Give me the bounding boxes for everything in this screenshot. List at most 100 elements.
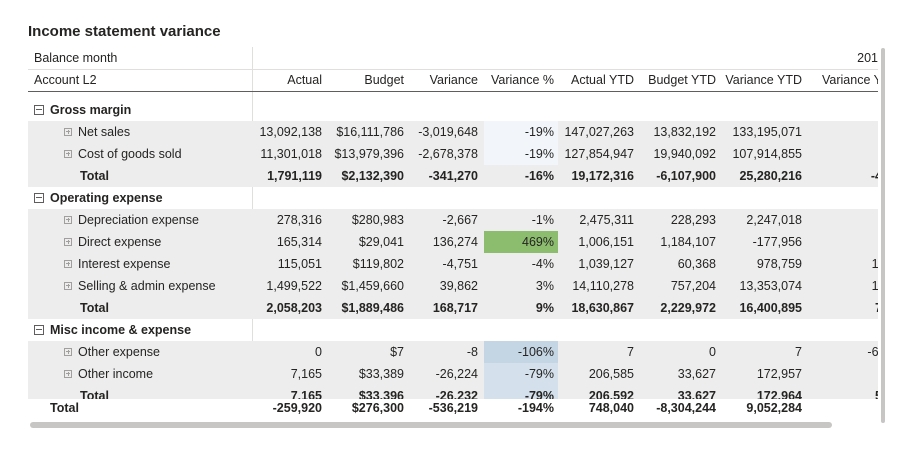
cell-budget-ytd: -6,107,900 [656,169,716,183]
column-header-budget-ytd[interactable]: Budget YTD [648,73,716,87]
column-header-variance-ytd-pct[interactable]: Variance Y [822,73,878,87]
row-label-text: Total [80,301,109,315]
collapse-icon[interactable] [34,192,44,203]
row-label-text: Interest expense [78,257,171,271]
cell-actual-ytd: 1,039,127 [578,257,634,271]
cell-variance-ytd: 16,400,895 [739,301,802,315]
row-label-text: Cost of goods sold [78,147,182,161]
cell-actual: 13,092,138 [259,125,322,139]
column-header-actual[interactable]: Actual [287,73,322,87]
horizontal-scrollbar[interactable] [30,422,832,428]
table-row: Interest expense 115,051 $119,802 -4,751 -4%… [28,253,878,275]
cell-variance [408,187,482,209]
expand-icon[interactable] [64,127,72,136]
cell-budget: $1,459,660 [341,279,404,293]
cell-variance-pct: -1% [531,213,554,227]
cell-variance-pct: -19% [484,121,558,143]
cell-variance [408,319,482,341]
cell-actual-ytd: 2,475,311 [579,213,634,227]
cell-variance: -4,751 [442,257,478,271]
cell-variance-ytd-pct: 7 [806,297,878,319]
cell-budget-ytd: 19,940,092 [653,147,716,161]
cell-budget-ytd: 13,832,192 [653,125,716,139]
column-header-variance-pct[interactable]: Variance % [491,73,554,87]
cell-variance-ytd: 13,353,074 [739,279,802,293]
table-row: Other expense 0 $7 -8 -106% 7 0 7 -6, [28,341,878,363]
cell-variance-ytd [720,99,806,121]
row-label: Total [80,165,109,187]
expand-icon[interactable] [64,369,72,378]
cell-budget [326,99,408,121]
cell-variance-ytd-pct: 1, [871,279,878,293]
cell-variance: -341,270 [428,169,478,183]
cell-variance-ytd: 133,195,071 [732,125,802,139]
cell-variance-ytd [720,319,806,341]
cell-variance: -8 [466,345,478,359]
cell-variance-ytd-pct [806,319,878,341]
cell-actual-ytd: 14,110,278 [572,279,634,293]
cell-actual-ytd: 1,006,151 [578,235,634,249]
header-row-balance-month: Balance month 201 [28,47,878,70]
cell-variance-pct: -106% [484,341,558,363]
row-label-text: Direct expense [78,235,162,249]
row-label-text: Gross margin [50,103,132,117]
matrix-table: Balance month 201 Account L2 Actual Budge… [28,47,878,419]
cell-variance-ytd: 107,914,855 [732,147,802,161]
group-row: Operating expense [28,187,878,209]
row-label-text: Other expense [78,345,160,359]
cell-variance-pct: -19% [484,143,558,165]
cell-variance-ytd-pct: -4 [870,169,878,183]
group-row: Misc income & expense [28,319,878,341]
row-label-text: Operating expense [50,191,163,205]
expand-icon[interactable] [64,237,72,246]
expand-icon[interactable] [64,281,72,290]
row-label: Selling & admin expense [64,275,216,297]
cell-actual: 1,791,119 [267,169,322,183]
table-row: Depreciation expense 278,316 $280,983 -2,66… [28,209,878,231]
cell-actual: 7,165 [290,367,322,381]
cell-variance: -26,224 [435,367,478,381]
cell-budget: $33,389 [358,367,404,381]
cell-variance-pct [482,319,558,341]
grand-total-row: Total -259,920 $276,300 -536,219 -194% 748,0… [28,399,878,419]
cell-variance-ytd: 172,957 [756,367,802,381]
row-label-text: Total [80,169,109,183]
row-label: Other income [64,363,153,385]
cell-variance-ytd-pct [806,231,878,253]
collapse-icon[interactable] [34,324,44,335]
cell-actual: 278,316 [276,213,322,227]
grand-total-budget: $276,300 [351,401,404,415]
grand-total-label: Total [50,401,79,415]
column-header-actual-ytd[interactable]: Actual YTD [571,73,634,87]
column-header-budget[interactable]: Budget [364,73,404,87]
cell-variance-pct [482,187,558,209]
cell-budget: $13,979,396 [334,147,404,161]
cell-budget-ytd [638,319,720,341]
cell-actual [254,319,326,341]
cell-variance-ytd: -177,956 [752,235,802,249]
cell-variance-pct: 9% [535,301,554,315]
collapse-icon[interactable] [34,104,44,115]
cell-actual-ytd: 147,027,263 [564,125,634,139]
expand-icon[interactable] [64,347,72,356]
row-label-text: Other income [78,367,154,381]
group-label: Operating expense [34,187,163,209]
vertical-scrollbar[interactable] [881,48,885,423]
year-header[interactable]: 201 [857,51,878,65]
cell-actual: 115,051 [277,257,322,271]
cell-variance-ytd-pct: ( [806,121,879,143]
cell-variance-ytd-pct [806,363,878,385]
expand-icon[interactable] [64,259,72,268]
cell-variance [408,99,482,121]
header-row-columns: Account L2 Actual Budget Variance Variance … [28,69,878,92]
row-label: Interest expense [64,253,170,275]
column-header-variance[interactable]: Variance [429,73,478,87]
column-header-variance-ytd[interactable]: Variance YTD [725,73,802,87]
cell-budget-ytd: 228,293 [670,213,716,227]
cell-actual-ytd: 19,172,316 [571,169,634,183]
cell-actual-ytd [558,99,638,121]
expand-icon[interactable] [64,215,72,224]
grand-total-variance-ytd: 9,052,284 [746,401,802,415]
expand-icon[interactable] [64,149,72,158]
cell-budget [326,187,408,209]
